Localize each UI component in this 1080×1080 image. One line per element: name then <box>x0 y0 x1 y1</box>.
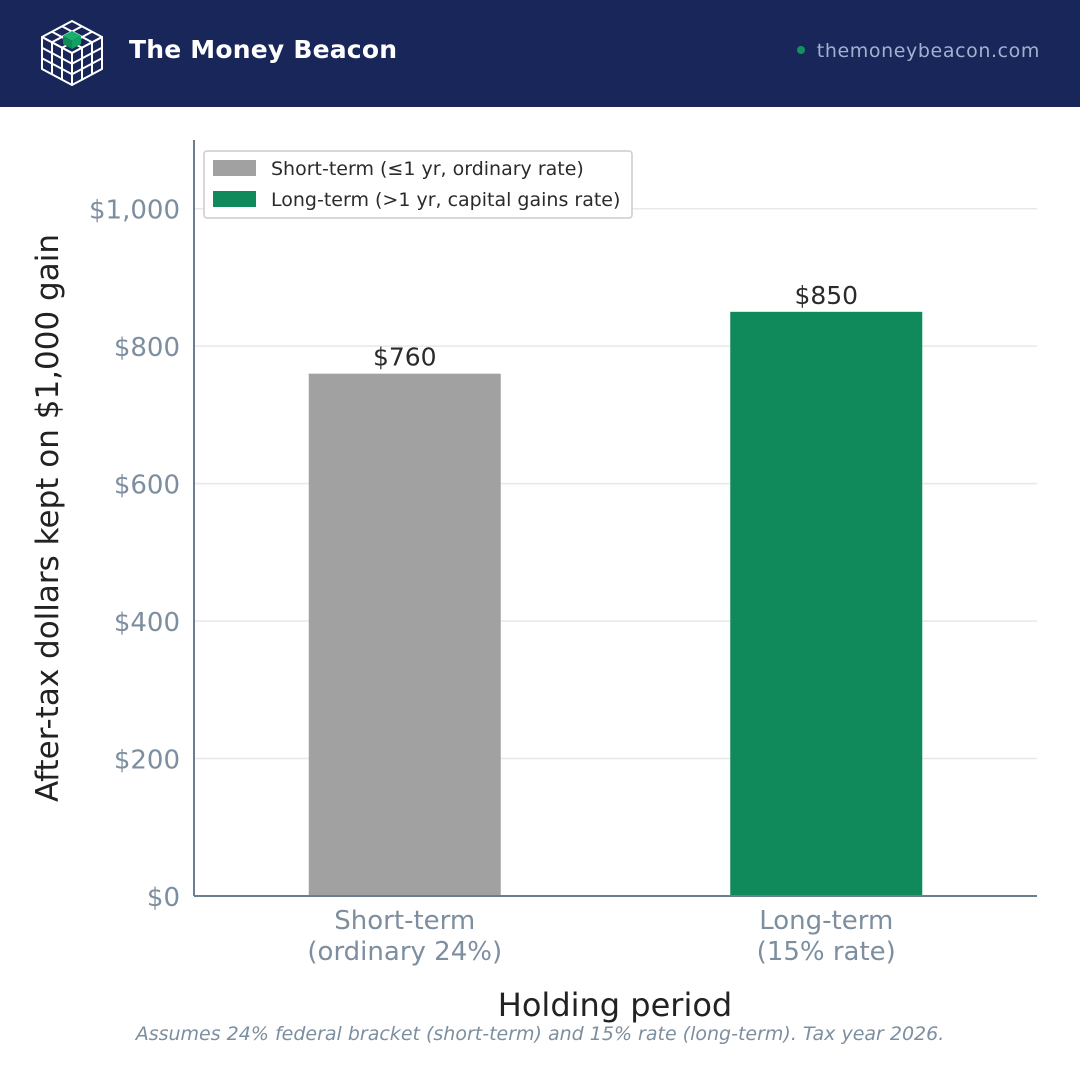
y-tick-label: $1,000 <box>89 196 180 226</box>
site-url[interactable]: themoneybeacon.com <box>796 40 1040 62</box>
bar-value-label: $850 <box>794 281 858 310</box>
legend-label: Short-term (≤1 yr, ordinary rate) <box>271 158 584 180</box>
y-tick-label: $800 <box>114 333 180 363</box>
y-axis-title: After-tax dollars kept on $1,000 gain <box>30 234 66 802</box>
x-tick-label: Short-term (ordinary 24%) <box>307 906 502 967</box>
legend-swatch <box>213 160 256 176</box>
bar <box>308 373 501 896</box>
x-tick-label: Long-term (15% rate) <box>757 906 896 967</box>
legend-box <box>203 150 633 219</box>
y-tick-label: $0 <box>147 883 180 913</box>
brand-name: The Money Beacon <box>129 35 398 64</box>
cube-grid-logo-icon <box>41 20 103 86</box>
footnote: Assumes 24% federal bracket (short-term)… <box>135 1023 945 1045</box>
y-tick-label: $400 <box>114 608 180 638</box>
x-axis-title: Holding period <box>498 986 732 1024</box>
header-bar: The Money Beacon themoneybeacon.com <box>0 0 1080 107</box>
legend-label: Long-term (>1 yr, capital gains rate) <box>271 189 620 211</box>
legend-swatch <box>213 191 256 207</box>
y-tick-label: $600 <box>114 471 180 501</box>
site-url-text: themoneybeacon.com <box>816 40 1040 62</box>
bar <box>730 311 923 896</box>
y-tick-label: $200 <box>114 746 180 776</box>
status-dot-icon <box>796 45 805 54</box>
bar-value-label: $760 <box>373 343 437 372</box>
